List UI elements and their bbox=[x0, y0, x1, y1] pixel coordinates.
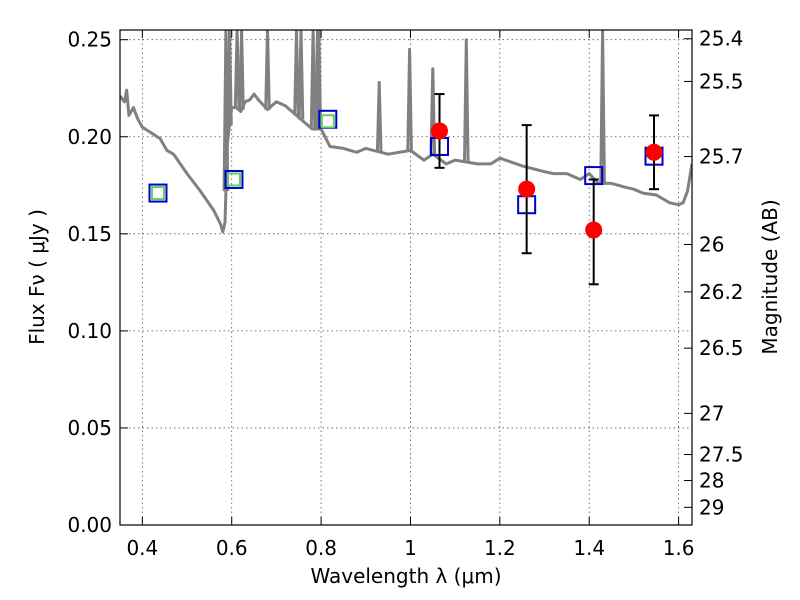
emission-line-spike bbox=[375, 80, 383, 152]
emission-line-spike bbox=[309, 30, 317, 130]
y-tick-label: 0.05 bbox=[67, 416, 112, 440]
measured-flux-point bbox=[518, 180, 536, 198]
right-tick-label: 26 bbox=[699, 233, 724, 257]
right-tick-label: 26.2 bbox=[699, 280, 744, 304]
spectrum-line bbox=[120, 88, 692, 234]
grid-lines bbox=[120, 30, 692, 526]
x-axis-title: Wavelength λ (μm) bbox=[310, 564, 501, 588]
y-tick-label: 0.00 bbox=[67, 513, 112, 537]
y-axis-title-left: Flux Fν ( μJy ) bbox=[25, 209, 49, 345]
x-tick-label: 0.6 bbox=[216, 536, 248, 560]
x-tick-label: 0.8 bbox=[305, 536, 337, 560]
model-photometry-marker bbox=[148, 183, 168, 203]
right-tick-label: 27 bbox=[699, 401, 724, 425]
y-tick-label: 0.10 bbox=[67, 319, 112, 343]
observed-photometry-marker bbox=[226, 172, 241, 187]
y-tick-label: 0.20 bbox=[67, 125, 112, 149]
emission-line-spike bbox=[226, 30, 233, 126]
emission-line-spike bbox=[315, 30, 323, 130]
right-tick-label: 25.7 bbox=[699, 145, 744, 169]
y-tick-label: 0.25 bbox=[67, 28, 112, 52]
emission-line-spike bbox=[463, 38, 470, 163]
right-tick-label: 25.4 bbox=[699, 27, 744, 51]
emission-line-spike bbox=[297, 30, 305, 120]
plot-data bbox=[120, 30, 692, 286]
axis-ticks: 0.4 0.6 0.8 1 1.2 1.4 1.6 0.00 0.05 0.10 0.15 0.20 0… bbox=[67, 27, 743, 560]
observed-photometry-marker bbox=[320, 114, 335, 129]
emission-line-spike bbox=[233, 30, 241, 109]
measured-flux-point bbox=[431, 122, 449, 140]
y-tick-label: 0.15 bbox=[67, 222, 112, 246]
y-axis-title-right: Magnitude (AB) bbox=[758, 199, 782, 354]
emission-line-spike bbox=[222, 30, 230, 192]
x-tick-label: 1 bbox=[404, 536, 417, 560]
right-tick-label: 29 bbox=[699, 495, 724, 519]
emission-line-spike bbox=[406, 47, 413, 151]
measured-flux-point bbox=[645, 143, 663, 161]
emission-line-spike bbox=[599, 30, 606, 184]
x-tick-label: 1.6 bbox=[663, 536, 695, 560]
right-tick-label: 28 bbox=[699, 469, 724, 493]
emission-line-spike bbox=[264, 30, 271, 110]
x-tick-label: 1.4 bbox=[573, 536, 605, 560]
x-tick-label: 1.2 bbox=[484, 536, 516, 560]
observed-photometry-marker bbox=[150, 186, 165, 201]
model-photometry-marker bbox=[224, 169, 244, 189]
plot-frame bbox=[119, 29, 693, 526]
right-tick-label: 25.5 bbox=[699, 69, 744, 93]
right-tick-label: 26.5 bbox=[699, 336, 744, 360]
right-tick-label: 27.5 bbox=[699, 443, 744, 467]
measured-flux-point bbox=[585, 221, 603, 239]
emission-line-spike bbox=[238, 30, 245, 110]
x-tick-label: 0.4 bbox=[126, 536, 158, 560]
emission-line-spike bbox=[293, 30, 300, 116]
